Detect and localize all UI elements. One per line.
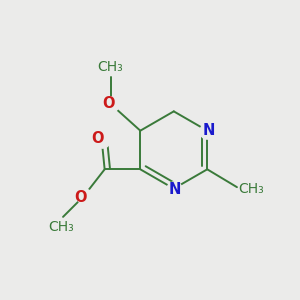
Text: O: O [91, 130, 103, 146]
Text: O: O [102, 95, 115, 110]
Text: N: N [169, 182, 182, 197]
Text: CH₃: CH₃ [238, 182, 264, 196]
Text: O: O [75, 190, 87, 205]
Text: CH₃: CH₃ [98, 60, 124, 74]
Text: CH₃: CH₃ [49, 220, 74, 234]
Text: N: N [202, 123, 215, 138]
